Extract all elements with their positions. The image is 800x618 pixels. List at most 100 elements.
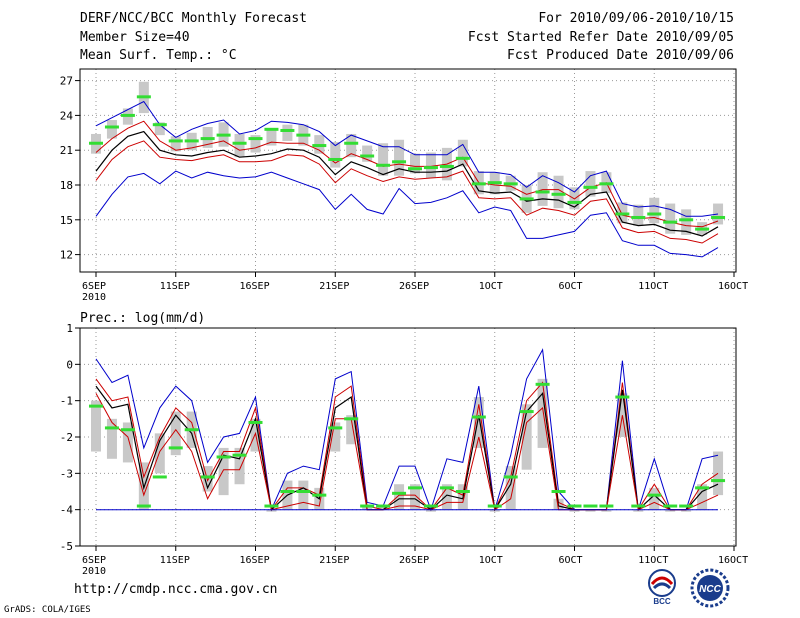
prec-median-marker (344, 417, 359, 421)
temp-median-marker (583, 185, 598, 189)
prec-median-marker (439, 486, 454, 490)
temp-box (713, 203, 724, 225)
temp-ytick-label: 18 (60, 179, 73, 192)
temp-median-marker (89, 141, 103, 145)
temp-median-marker (471, 182, 486, 186)
prec-box (681, 509, 692, 512)
prec-median-marker (711, 479, 726, 483)
temp-median-marker (599, 182, 614, 186)
temp-median-marker (264, 127, 279, 131)
temp-median-marker (423, 166, 438, 170)
prec-ytick-label: -3 (60, 467, 73, 480)
prec-box (441, 484, 452, 510)
prec-median-marker (535, 382, 550, 386)
temp-box (170, 136, 181, 152)
prec-box (218, 447, 229, 496)
member-size-label: Member Size=40 (80, 30, 190, 45)
prec-ytick-label: 1 (66, 322, 73, 335)
temp-box (106, 120, 117, 139)
temp-median-marker (200, 137, 215, 141)
prec-median-marker (376, 504, 391, 508)
temp-ytick-label: 21 (60, 144, 73, 157)
forecast-produced-date: Fcst Produced Date 2010/09/06 (507, 48, 734, 63)
prec-median-marker (695, 486, 710, 490)
prec-median-marker (471, 415, 486, 419)
temp-xtick-label: 11OCT (638, 281, 668, 292)
temp-box (425, 152, 436, 179)
temp-median-marker (711, 215, 726, 219)
prec-box (202, 466, 213, 492)
temp-median-marker (503, 182, 518, 186)
prec-box (665, 509, 676, 512)
temp-ytick-label: 12 (60, 249, 73, 262)
prec-xtick-label: 16SEP (240, 555, 270, 566)
prec-median-marker (328, 426, 343, 430)
temp-median-marker (360, 154, 375, 158)
prec-box (697, 484, 708, 510)
temp-box (282, 124, 293, 141)
temp-box (266, 129, 277, 146)
temp-line-mean (95, 130, 719, 237)
temp-median-marker (216, 133, 231, 137)
temp-median-marker (455, 156, 470, 160)
prec-ytick-label: -1 (60, 395, 73, 408)
temp-box (553, 175, 564, 209)
prec-box (91, 400, 101, 452)
prec-panel-title: Prec.: log(mm/d) (80, 311, 205, 326)
prec-box (378, 506, 389, 510)
prec-box (170, 411, 181, 456)
temp-median-marker (296, 133, 311, 137)
temp-median-marker (280, 128, 295, 132)
temp-box (633, 204, 644, 226)
ncc-logo: NCC (690, 568, 730, 608)
prec-median-marker (152, 475, 167, 479)
prec-median-marker (232, 453, 247, 457)
temp-ytick-label: 15 (60, 214, 73, 227)
temp-median-marker (439, 164, 454, 168)
temp-median-marker (487, 181, 502, 185)
temp-median-marker (551, 192, 566, 196)
temp-box (457, 139, 468, 167)
prec-xtick-label: 16OCT (718, 555, 748, 566)
prec-box (234, 447, 245, 485)
prec-median-marker (296, 490, 311, 493)
prec-xtick-label: 1OCT (479, 555, 503, 566)
prec-median-marker (663, 504, 678, 508)
prec-median-marker (679, 504, 694, 508)
prec-median-marker (312, 493, 327, 497)
prec-median-marker (519, 410, 534, 414)
temp-xtick-label: 6SEP (82, 281, 106, 292)
prec-box (601, 509, 612, 512)
prec-box (473, 397, 484, 448)
prec-box (585, 509, 596, 512)
prec-xtick-label: 11SEP (160, 555, 190, 566)
prec-xtick-label: 6OCT (559, 555, 583, 566)
prec-median-marker (89, 404, 103, 408)
temp-xtick-label: 11SEP (160, 281, 190, 292)
temp-box (234, 133, 245, 158)
prec-xtick-label: 21SEP (319, 555, 349, 566)
temp-median-marker (631, 215, 646, 219)
prec-median-marker (647, 493, 662, 497)
prec-median-marker (168, 446, 183, 450)
prec-median-marker (423, 504, 438, 508)
temp-box (250, 135, 261, 153)
temp-median-marker (136, 95, 151, 99)
temp-box (681, 209, 692, 235)
prec-median-marker (120, 428, 135, 432)
temp-median-marker (152, 123, 167, 127)
prec-box (505, 466, 516, 510)
temp-box (537, 172, 548, 206)
forecast-start-date: Fcst Started Refer Date 2010/09/05 (467, 30, 734, 45)
temp-box (665, 203, 676, 234)
source-url[interactable]: http://cmdp.ncc.cma.gov.cn (74, 582, 278, 597)
temp-xtick-year: 2010 (82, 292, 106, 303)
temp-xtick-label: 21SEP (319, 281, 349, 292)
prec-ytick-label: -4 (60, 504, 74, 517)
prec-xtick-label: 11OCT (638, 555, 668, 566)
prec-median-marker (551, 490, 566, 493)
prec-median-marker (455, 490, 470, 493)
temp-median-marker (392, 160, 407, 164)
